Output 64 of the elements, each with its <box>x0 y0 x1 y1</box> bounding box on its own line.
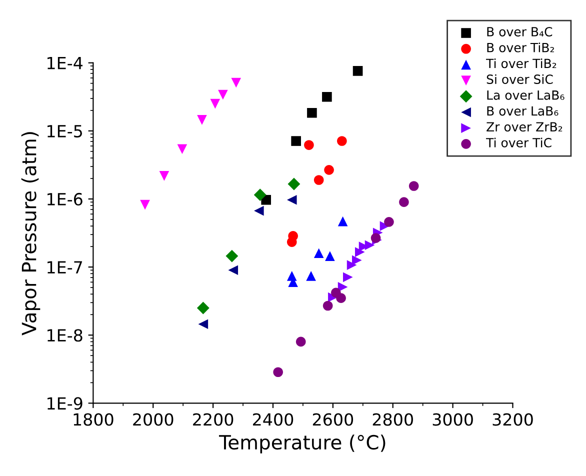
legend-label: Ti over TiB₂ <box>486 58 556 68</box>
point <box>218 90 228 100</box>
point <box>228 265 238 276</box>
point <box>324 165 334 175</box>
x-tick-label: 2200 <box>193 413 234 426</box>
point <box>210 98 220 109</box>
legend-label: B over TiB₂ <box>487 42 554 52</box>
point <box>338 216 348 226</box>
point <box>254 206 264 216</box>
point <box>273 367 283 378</box>
point <box>291 136 301 146</box>
point <box>364 240 375 250</box>
point <box>325 251 335 261</box>
x-tick-label: 2600 <box>312 413 354 426</box>
legend-label: Ti over TiC <box>486 138 552 148</box>
point <box>286 237 297 247</box>
point <box>352 255 362 266</box>
point <box>286 194 297 205</box>
point <box>384 217 394 227</box>
y-tick-label: 1E-6 <box>48 192 82 206</box>
x-tick-label: 2800 <box>372 413 413 426</box>
y-tick-label: 1E-5 <box>48 125 82 138</box>
point <box>408 181 419 191</box>
point <box>197 115 207 125</box>
point <box>354 247 365 257</box>
x-tick-label: 2400 <box>253 413 294 426</box>
x-axis-title: Temperature (°C) <box>219 434 386 454</box>
x-tick-label: 1800 <box>74 413 114 426</box>
legend-label: B over LaB₆ <box>487 106 558 116</box>
point <box>231 78 242 88</box>
legend-label: B over B₄C <box>487 27 552 36</box>
point <box>337 136 347 146</box>
point <box>288 178 300 190</box>
y-tick-label: 1E-9 <box>48 397 82 410</box>
point <box>314 175 324 185</box>
point <box>296 336 306 347</box>
point <box>322 92 332 102</box>
point <box>307 108 317 118</box>
point <box>399 197 409 207</box>
point <box>322 300 333 311</box>
legend-label: Zr over ZrB₂ <box>486 122 562 132</box>
y-tick-label: 1E-8 <box>48 329 82 342</box>
point <box>336 293 346 303</box>
legend-label: La over LaB₆ <box>487 90 564 100</box>
point <box>346 260 357 270</box>
y-axis-title: Vapor Pressure (atm) <box>21 132 40 336</box>
y-tick-label: 1E-4 <box>48 57 83 70</box>
point <box>226 250 238 262</box>
x-tick-label: 3000 <box>432 413 473 426</box>
legend-label: Si over SiC <box>486 74 553 84</box>
x-tick-label: 3200 <box>492 413 533 426</box>
point <box>196 302 210 314</box>
x-tick-label: 2000 <box>133 413 174 426</box>
point <box>254 188 266 202</box>
point <box>314 248 324 258</box>
point <box>159 171 170 181</box>
point <box>343 272 353 282</box>
point <box>140 200 150 210</box>
point <box>177 144 188 154</box>
y-tick-label: 1E-7 <box>48 261 82 274</box>
point <box>198 319 208 330</box>
point <box>352 66 363 76</box>
point <box>304 140 314 150</box>
point <box>306 271 316 281</box>
